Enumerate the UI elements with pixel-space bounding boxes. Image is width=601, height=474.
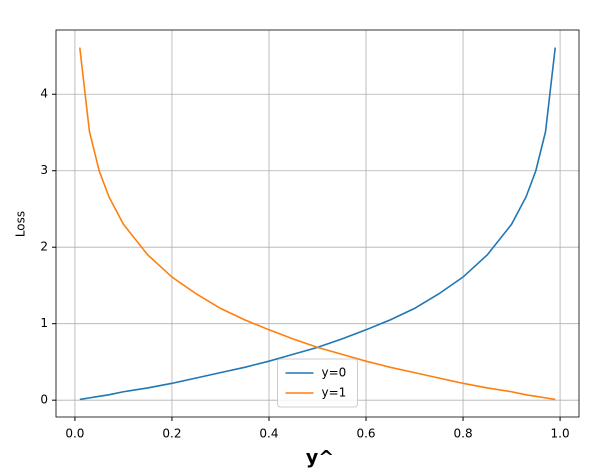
legend: y=0y=1 (277, 358, 358, 408)
x-tick-label: 0.8 (454, 427, 473, 441)
plot-frame (55, 29, 580, 418)
line-series (78, 47, 556, 401)
y-tick-label: 4 (40, 87, 48, 101)
legend-label: y=0 (322, 366, 347, 380)
y-tick-label: 0 (40, 393, 48, 407)
x-tick-label: 0.2 (162, 427, 181, 441)
legend-label: y=1 (322, 386, 347, 400)
y-tick-label: 3 (40, 163, 48, 177)
y-axis-label: Loss (14, 211, 28, 237)
y-tick-label: 1 (40, 316, 48, 330)
x-axis-label: y^ (306, 447, 334, 469)
x-tick-label: 0.0 (65, 427, 84, 441)
x-tick-label: 1.0 (551, 427, 570, 441)
legend-box (277, 358, 358, 408)
x-tick-label: 0.4 (259, 427, 278, 441)
x-tick-label: 0.6 (356, 427, 375, 441)
y-tick-label: 2 (40, 240, 48, 254)
